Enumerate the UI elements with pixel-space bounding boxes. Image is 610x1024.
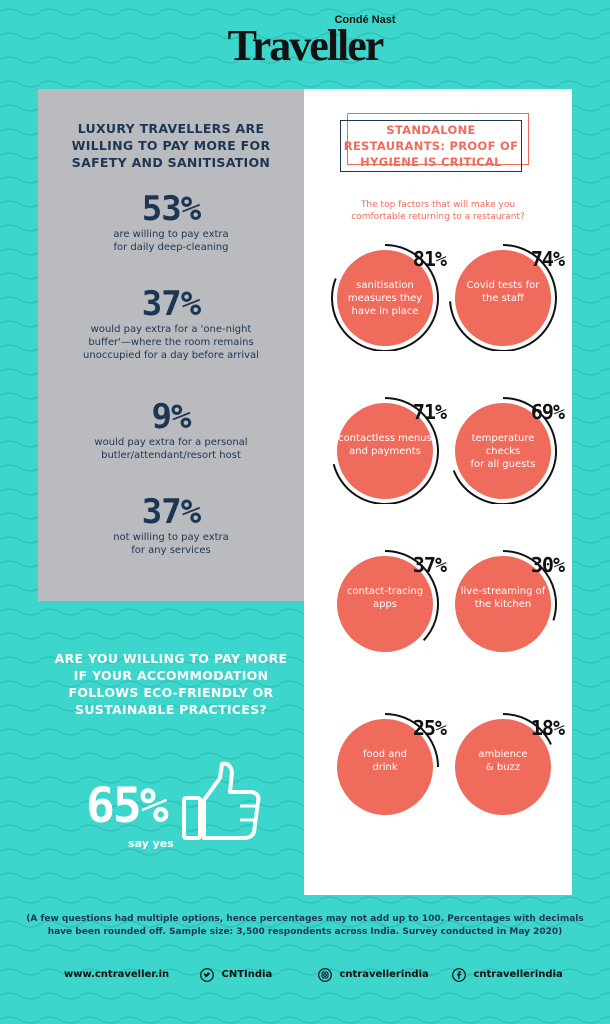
factor-ring — [331, 244, 439, 351]
factor-arc — [449, 244, 557, 351]
stat-desc: not willing to pay extra for any service… — [113, 532, 229, 556]
factor-ring — [449, 244, 557, 351]
factor-label: contact-tracing apps — [346, 586, 424, 610]
factor-pct: 71% — [412, 400, 447, 424]
title-box — [340, 120, 522, 172]
factor-fill — [455, 556, 551, 652]
title-box-accent — [347, 113, 529, 165]
stat-desc: would pay extra for a personal butler/at… — [94, 437, 248, 461]
stat-buffer: 37% would pay extra for a 'one-night buf… — [38, 285, 304, 362]
stat-butler: 9% would pay extra for a personal butler… — [38, 398, 304, 462]
stat-desc: would pay extra for a 'one-night buffer'… — [83, 324, 259, 361]
factor-arc — [452, 397, 557, 504]
factor-circle: 18% ambience & buzz — [448, 710, 565, 820]
factor-ring — [337, 713, 439, 815]
factor-circle: 37% contact-tracing apps — [330, 547, 447, 657]
factor-ring — [452, 397, 557, 504]
stat-desc: are willing to pay extra for daily deep-… — [113, 229, 229, 253]
factor-pct: 81% — [412, 247, 447, 271]
factor-pct: 30% — [530, 553, 565, 577]
factor-pct: 74% — [530, 247, 565, 271]
factor-label: live-streaming of the kitchen — [460, 586, 546, 610]
factor-circle: 74% Covid tests for the staff — [448, 241, 565, 351]
factor-fill — [337, 719, 433, 815]
brand-logo: Traveller — [227, 21, 385, 70]
factor-arc — [332, 397, 439, 504]
factor-fill — [455, 250, 551, 346]
stat-pct: 53% — [141, 189, 201, 229]
factor-circle: 71% contactless menus and payments — [330, 394, 447, 504]
left-panel — [38, 89, 304, 601]
factor-label: ambience & buzz — [478, 749, 528, 773]
factor-circle: 69% temperature checks for all guests — [448, 394, 565, 504]
footnote: (A few questions had multiple options, h… — [26, 914, 584, 937]
stat-not-willing: 37% not willing to pay extra for any ser… — [38, 493, 304, 557]
factor-label: food and drink — [362, 749, 408, 773]
factor-ring — [337, 550, 439, 652]
factor-arc — [384, 550, 439, 641]
factor-label: temperature checks for all guests — [470, 433, 536, 470]
instagram-icon — [318, 968, 332, 982]
facebook-link[interactable]: cntravellerindia — [452, 967, 563, 983]
factor-arc — [384, 713, 439, 768]
factor-pct: 37% — [412, 553, 447, 577]
factor-fill — [337, 250, 433, 346]
facebook-icon — [452, 968, 466, 982]
factor-pct: 25% — [412, 716, 447, 740]
factor-circle: 25% food and drink — [330, 710, 447, 820]
website-link[interactable]: www.cntraveller.in — [64, 967, 169, 983]
stat-pct: 9% — [151, 397, 192, 437]
factor-label: sanitisation measures they have in place — [347, 280, 423, 317]
website-text: www.cntraveller.in — [64, 969, 170, 980]
restaurants-title: STANDALONE RESTAURANTS: PROOF OF HYGIENE… — [343, 123, 519, 169]
left-title: LUXURY TRAVELLERS ARE WILLING TO PAY MOR… — [71, 121, 271, 170]
restaurants-subtitle: The top factors that will make you comfo… — [351, 200, 525, 222]
factor-arc — [502, 713, 552, 745]
factor-ring — [455, 550, 557, 652]
brand-subtitle: Condé Nast — [334, 14, 396, 26]
facebook-handle: cntravellerindia — [473, 969, 563, 980]
factor-arc — [502, 550, 557, 621]
factor-fill — [455, 403, 551, 499]
factor-ring — [455, 713, 552, 815]
stat-deep-cleaning: 53% are willing to pay extra for daily d… — [38, 190, 304, 254]
twitter-link[interactable]: CNTIndia — [200, 967, 272, 983]
factor-ring — [332, 397, 439, 504]
thumbs-up-icon — [182, 761, 261, 840]
stat-pct: 37% — [141, 284, 201, 324]
factor-arc — [331, 244, 439, 351]
eco-question: ARE YOU WILLING TO PAY MORE IF YOUR ACCO… — [54, 651, 288, 717]
factor-pct: 18% — [530, 716, 565, 740]
twitter-handle: CNTIndia — [221, 969, 273, 980]
factor-fill — [337, 403, 433, 499]
eco-pct: 65% — [86, 778, 169, 834]
factor-fill — [337, 556, 433, 652]
factor-fill — [455, 719, 551, 815]
factor-label: contactless menus and payments — [338, 433, 432, 457]
factor-pct: 69% — [530, 400, 565, 424]
instagram-handle: cntravellerindia — [339, 969, 429, 980]
twitter-icon — [200, 968, 214, 982]
stat-pct: 37% — [141, 492, 201, 532]
eco-sub: say yes — [128, 837, 174, 850]
instagram-link[interactable]: cntravellerindia — [318, 967, 429, 983]
factor-circle: 30% live-streaming of the kitchen — [448, 547, 565, 657]
factor-label: Covid tests for the staff — [466, 280, 540, 304]
factor-circle: 81% sanitisation measures they have in pl… — [330, 241, 447, 351]
